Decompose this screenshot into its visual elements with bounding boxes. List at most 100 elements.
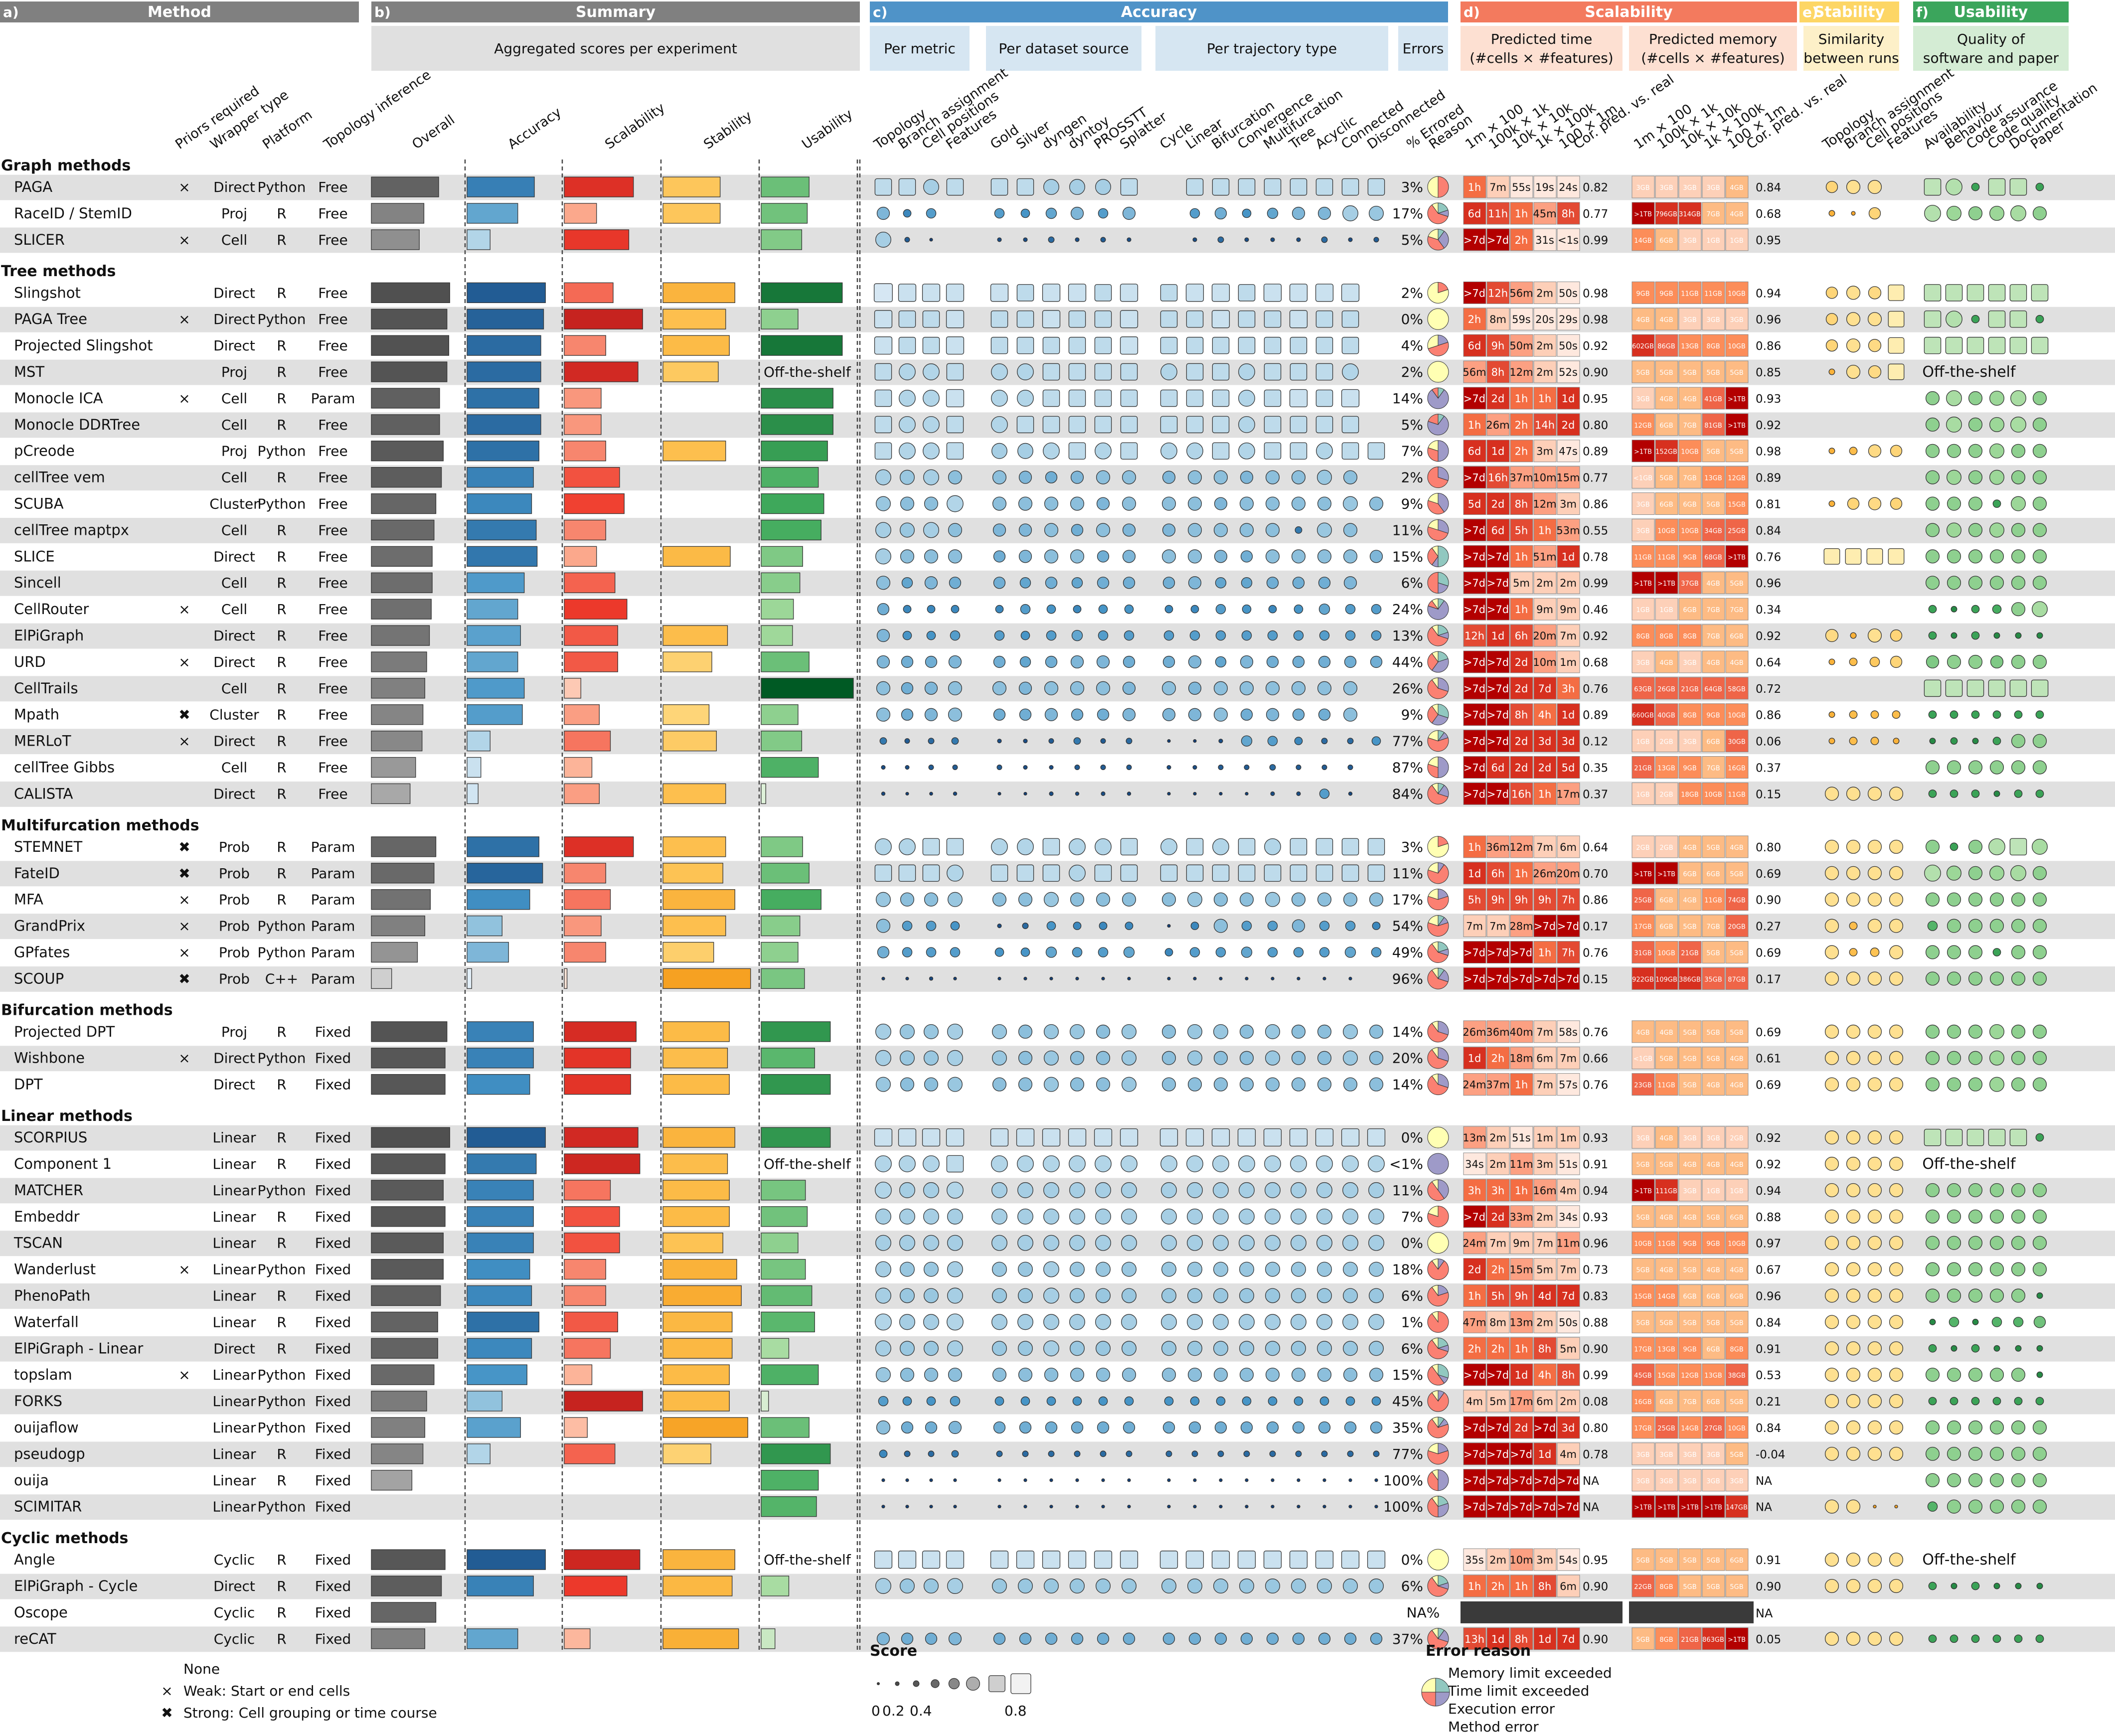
source-score (1095, 1208, 1111, 1225)
scalability-bar (564, 1311, 618, 1333)
accuracy-bar (467, 441, 539, 462)
platform: R (277, 390, 286, 407)
metric-score (951, 605, 960, 614)
time-cell (1486, 1152, 1510, 1175)
usability-score (1968, 496, 1983, 511)
source-score (1042, 864, 1060, 882)
time-cell (1463, 1390, 1486, 1413)
legend-prior-label: Weak: Start or end cells (183, 1683, 350, 1699)
prior-mark: ✖ (178, 839, 190, 855)
usability-score (1971, 605, 1980, 614)
panel-a-header (0, 1, 359, 22)
trajtype-score (1316, 1341, 1332, 1356)
metric-score (875, 1287, 891, 1304)
metric-score (901, 682, 914, 694)
memory-cell (1655, 1442, 1678, 1465)
memory-cell (1678, 677, 1702, 700)
time-value: 3m (1536, 1158, 1553, 1170)
trajtype-score (1291, 1182, 1306, 1198)
accuracy-bar (467, 704, 523, 725)
wrapper-type: Linear (212, 1156, 256, 1172)
time-cell (1533, 413, 1557, 436)
usability-score (1989, 390, 2004, 406)
trajtype-score (1186, 1155, 1203, 1172)
accuracy-bar (467, 229, 490, 250)
panel-e-header (1799, 1, 1899, 22)
source-score (1043, 1578, 1059, 1594)
trajtype-score (1265, 496, 1280, 511)
memory-value: 6GB (1730, 1214, 1743, 1222)
memory-value: 86GB (1657, 343, 1675, 350)
panel-a-letter: a) (3, 4, 19, 20)
source-score (1127, 1478, 1131, 1482)
time-cell (1557, 466, 1580, 489)
error-pie-slice (1427, 1181, 1445, 1201)
usability-score (1989, 1499, 2004, 1514)
platform: Python (257, 1420, 306, 1436)
metric-score (899, 1182, 915, 1198)
error-pie-slice (1431, 1628, 1439, 1640)
wrapper-type: Cyclic (214, 1552, 255, 1568)
usability-score (1989, 1473, 2004, 1487)
error-pie-slice (1438, 493, 1449, 513)
source-score (1016, 1551, 1035, 1569)
trajtype-score (1160, 389, 1178, 407)
memory-cell (1702, 1390, 1725, 1413)
trajtype-score (1292, 206, 1305, 220)
time-cell (1510, 1073, 1533, 1096)
usability-score (1989, 919, 2004, 933)
usability-bar (761, 730, 803, 752)
stability-score (1889, 1341, 1904, 1356)
trajtype-score (1161, 1024, 1176, 1039)
stability-score (1867, 1420, 1882, 1435)
source-score (1018, 550, 1032, 563)
source-score (997, 791, 1001, 796)
usability-score (2011, 1288, 2026, 1303)
usability-bar (761, 1470, 819, 1491)
time-value: >7d (1464, 577, 1485, 589)
memory-value: 16GB (1728, 765, 1746, 773)
time-value: 26m (1486, 419, 1509, 431)
trajtype-score (1271, 1505, 1275, 1509)
trajtype-score (1343, 892, 1358, 907)
errored-pct: 100% (1383, 1499, 1423, 1515)
memory-cell (1702, 941, 1725, 963)
usability-score (2014, 789, 2023, 798)
stability-score (1824, 1288, 1839, 1303)
stability-score (1824, 787, 1839, 801)
time-cell (1463, 1416, 1486, 1439)
error-pie-slice (1431, 1047, 1439, 1059)
error-pie-slice (1431, 1021, 1439, 1033)
memory-value: 1GB (1706, 237, 1720, 245)
memory-value: 38GB (1728, 1372, 1746, 1380)
memory-value: 58GB (1728, 686, 1746, 693)
memory-value: >1TB (1657, 1504, 1675, 1512)
memory-cell (1702, 650, 1725, 673)
error-pie-slice (1428, 1443, 1439, 1454)
usability-score (2014, 710, 2023, 719)
usability-score (1947, 971, 1961, 986)
time-value: 9m (1536, 604, 1553, 616)
wrapper-type: Linear (212, 1209, 256, 1225)
trajtype-score (1161, 1578, 1176, 1594)
memory-value: 3GB (1636, 659, 1649, 667)
time-cell (1557, 440, 1580, 463)
memory-value: 8GB (1636, 633, 1649, 640)
trajtype-score (1342, 1235, 1358, 1251)
memory-cell (1631, 1469, 1655, 1492)
memory-cell (1655, 624, 1678, 647)
source-score (1071, 524, 1084, 536)
time-cell (1533, 466, 1557, 489)
memory-value: >1TB (1634, 580, 1652, 588)
trajtype-score (1164, 948, 1173, 956)
time-value: 1d (1491, 1633, 1505, 1645)
overall-bar (371, 863, 435, 884)
time-value: 11m (1509, 1158, 1533, 1170)
method-name: Embeddr (14, 1208, 80, 1225)
trajtype-score (1291, 892, 1306, 907)
platform: Python (257, 1050, 306, 1067)
memory-cell (1702, 466, 1725, 489)
time-value: 51m (1533, 551, 1556, 563)
metric-score (946, 363, 964, 381)
source-score (1069, 838, 1086, 855)
